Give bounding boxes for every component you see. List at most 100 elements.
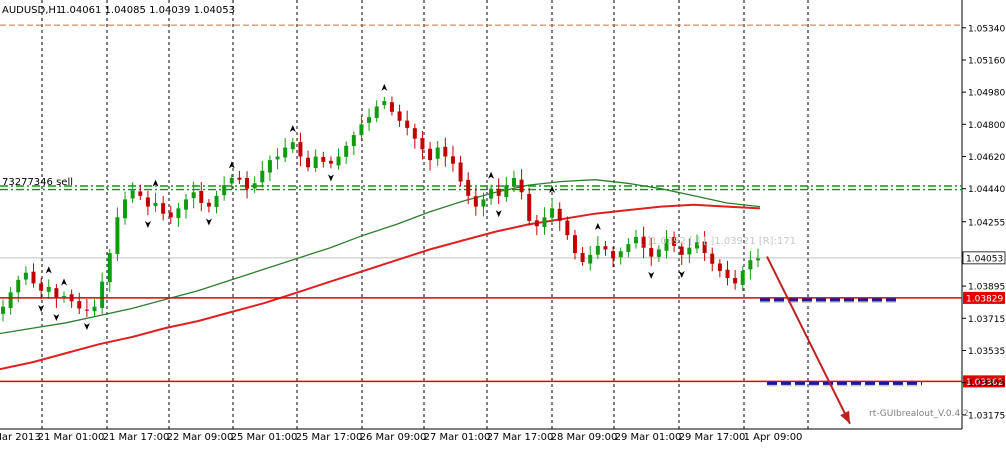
x-tick-label: 25 Mar 01:00 bbox=[231, 432, 298, 443]
candle-body bbox=[694, 242, 699, 249]
x-tick-label: 28 Mar 09:00 bbox=[551, 432, 618, 443]
fractal-down-marker bbox=[83, 322, 90, 330]
x-tick-label: 22 Mar 09:00 bbox=[167, 432, 234, 443]
forecast-arrow bbox=[766, 256, 851, 425]
candle-body bbox=[611, 251, 616, 259]
candle-body bbox=[740, 270, 745, 285]
fractal-down-marker bbox=[38, 304, 45, 312]
chart-symbol-header: AUDUSD,H1 bbox=[2, 5, 62, 16]
candle-body bbox=[62, 295, 67, 297]
candle-body bbox=[748, 260, 753, 270]
candle-body bbox=[283, 147, 288, 158]
y-tick-label: 1.03535 bbox=[968, 347, 1005, 357]
candle-body bbox=[679, 246, 684, 255]
candle-body bbox=[351, 135, 356, 147]
candle-body bbox=[153, 202, 158, 207]
candle-body bbox=[458, 162, 463, 182]
y-tick-label: 1.04255 bbox=[968, 218, 1005, 228]
candle-body bbox=[39, 283, 44, 291]
candle-body bbox=[267, 160, 272, 173]
candle-body bbox=[23, 272, 28, 280]
support-2-price-label: 1.03362 bbox=[966, 378, 1003, 388]
candle-body bbox=[565, 220, 570, 236]
candle-body bbox=[550, 208, 555, 218]
candle-body bbox=[733, 277, 738, 284]
x-tick-label: 27 Mar 01:00 bbox=[424, 432, 491, 443]
candle-body bbox=[260, 170, 265, 183]
candle-body bbox=[702, 241, 707, 254]
candle-body bbox=[618, 251, 623, 258]
candle-body bbox=[321, 157, 326, 162]
candle-body bbox=[138, 191, 143, 196]
candle-body bbox=[359, 124, 364, 136]
candle-body bbox=[31, 271, 36, 284]
candle-body bbox=[649, 248, 654, 257]
support-1-price-label: 1.03829 bbox=[966, 294, 1003, 304]
candle-body bbox=[206, 202, 211, 207]
candle-body bbox=[725, 269, 730, 279]
moving-average-fast bbox=[0, 179, 761, 335]
candle-body bbox=[420, 138, 425, 150]
forecast-arrow-head bbox=[840, 410, 850, 424]
candle-body bbox=[496, 188, 501, 196]
fractal-up-marker bbox=[228, 161, 235, 169]
candle-body bbox=[367, 117, 372, 123]
candle-body bbox=[115, 217, 120, 254]
fractal-down-marker bbox=[678, 270, 685, 278]
candle-body bbox=[397, 111, 402, 121]
support-1-price-tag bbox=[963, 291, 1005, 304]
fractal-down-marker bbox=[144, 221, 151, 229]
candle-body bbox=[519, 179, 524, 193]
candle-body bbox=[92, 306, 97, 312]
fractal-down-marker bbox=[495, 210, 502, 218]
candle-body bbox=[626, 244, 631, 253]
candle-body bbox=[542, 217, 547, 227]
candle-body bbox=[275, 156, 280, 160]
y-tick-label: 1.05340 bbox=[968, 24, 1005, 34]
candle-body bbox=[603, 246, 608, 250]
candle-body bbox=[473, 196, 478, 207]
candle-body bbox=[443, 146, 448, 157]
current-price-label: 1.04053 bbox=[966, 254, 1003, 264]
candle-body bbox=[8, 292, 13, 309]
support-2-price-tag bbox=[963, 375, 1005, 388]
candle-body bbox=[382, 101, 387, 106]
candle-body bbox=[344, 145, 349, 157]
fractal-up-marker bbox=[289, 125, 296, 133]
candle-body bbox=[687, 247, 692, 255]
candle-body bbox=[123, 199, 128, 219]
candle-body bbox=[84, 309, 89, 311]
candle-body bbox=[504, 185, 509, 198]
candle-body bbox=[100, 281, 105, 308]
candle-body bbox=[481, 199, 486, 207]
candle-body bbox=[176, 208, 181, 219]
fractal-down-marker bbox=[53, 314, 60, 322]
candle-body bbox=[191, 192, 196, 199]
candle-body bbox=[595, 245, 600, 255]
fractal-up-marker bbox=[381, 83, 388, 91]
candle-body bbox=[466, 179, 471, 196]
fractal-up-marker bbox=[488, 171, 495, 179]
fractal-down-marker bbox=[327, 174, 334, 182]
x-tick-label: 26 Mar 09:00 bbox=[360, 432, 427, 443]
y-tick-label: 1.03175 bbox=[968, 411, 1005, 421]
candle-body bbox=[168, 212, 173, 218]
x-tick-label: 29 Mar 17:00 bbox=[679, 432, 746, 443]
x-tick-label: 21 Mar 01:00 bbox=[38, 432, 105, 443]
candle-body bbox=[527, 193, 532, 221]
candle-body bbox=[672, 237, 677, 246]
y-tick-label: 1.04440 bbox=[968, 185, 1005, 195]
faded-indicator-text: [ ]1.0392 [ ] [ ]1.03921 [R]:171 bbox=[640, 236, 796, 247]
x-tick-label: 1 Apr 09:00 bbox=[744, 432, 803, 443]
fractal-up-marker bbox=[45, 266, 52, 274]
y-tick-label: 1.05160 bbox=[968, 56, 1005, 66]
candle-body bbox=[389, 102, 394, 112]
y-tick-label: 1.03715 bbox=[968, 315, 1005, 325]
candle-body bbox=[290, 142, 295, 150]
candle-body bbox=[1, 306, 5, 314]
candle-body bbox=[46, 287, 51, 292]
candle-body bbox=[656, 249, 661, 257]
fractal-down-marker bbox=[648, 271, 655, 279]
x-tick-label: 21 Mar 17:00 bbox=[103, 432, 170, 443]
